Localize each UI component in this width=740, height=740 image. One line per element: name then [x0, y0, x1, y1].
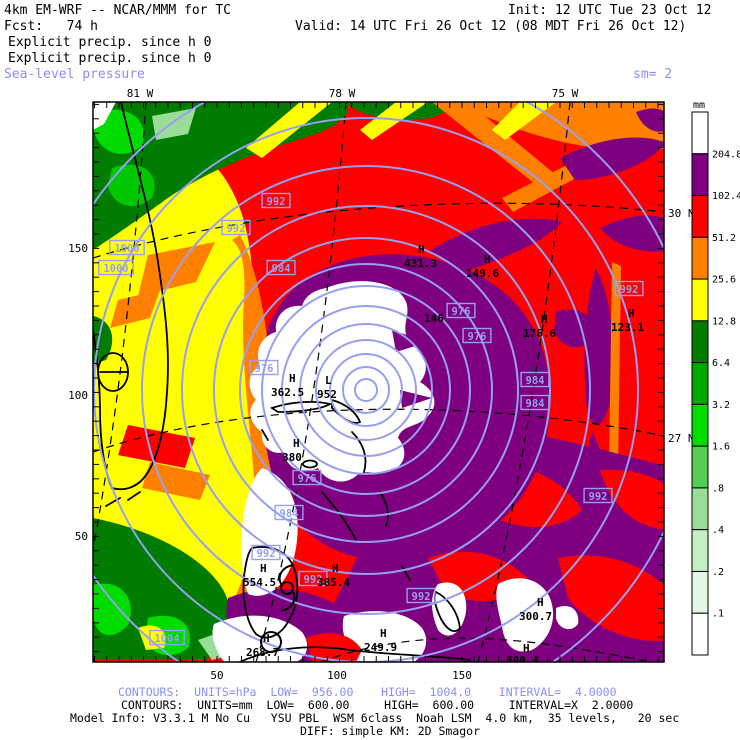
pressure-label-value: 992 — [412, 591, 431, 603]
extreme-value: 380 — [282, 451, 302, 464]
pressure-label-value: 992 — [227, 223, 246, 235]
contour-info-hpa: CONTOURS: UNITS=hPa LOW= 956.00 HIGH= 10… — [118, 685, 617, 699]
high-symbol: H — [418, 243, 425, 256]
colorbar-segment — [692, 488, 708, 530]
init-time: Init: 12 UTC Tue 23 Oct 12 — [508, 3, 712, 18]
colorbar-boundary-label: .1 — [712, 609, 724, 620]
model-info: Model Info: V3.3.1 M No Cu YSU PBL WSM 6… — [70, 711, 679, 725]
slp-label: Sea-level pressure — [4, 67, 145, 82]
grid-label-left: 150 — [68, 242, 88, 255]
colorbar-boundary-label: 25.6 — [712, 275, 736, 286]
colorbar-segment — [692, 196, 708, 238]
forecast-hour: Fcst: 74 h — [4, 19, 98, 34]
colorbar-segment — [692, 404, 708, 446]
high-symbol: H — [263, 632, 270, 645]
extreme-value: 385.4 — [317, 576, 350, 589]
pressure-label-value: 992 — [257, 548, 276, 560]
high-symbol: H — [541, 313, 548, 326]
grid-label-bottom: 100 — [327, 669, 347, 682]
pressure-label-value: 984 — [280, 508, 299, 520]
pressure-label-value: 992 — [589, 491, 608, 503]
colorbar-segment — [692, 112, 708, 154]
wrf-forecast-plot: 4km EM-WRF -- NCAR/MMM for TC Init: 12 U… — [0, 0, 740, 740]
high-symbol: H — [628, 307, 635, 320]
pressure-label-value: 976 — [255, 363, 274, 375]
colorbar-segment — [692, 237, 708, 279]
colorbar-boundary-label: .8 — [712, 483, 724, 494]
pressure-label-value: 984 — [526, 375, 545, 387]
precip-field — [93, 102, 672, 662]
pressure-label-value: 976 — [452, 306, 471, 318]
grid-label-left: 50 — [75, 530, 88, 543]
low-center-value: 952 — [317, 388, 337, 401]
colorbar-boundary-label: 204.8 — [712, 149, 740, 160]
extreme-value: 300.7 — [519, 610, 552, 623]
colorbar-segment — [692, 571, 708, 613]
extreme-value: 149.6 — [466, 267, 499, 280]
high-symbol: H — [289, 372, 296, 385]
high-symbol: H — [260, 562, 267, 575]
colorbar-segment — [692, 321, 708, 363]
colorbar-segment — [692, 154, 708, 196]
high-symbol: H — [293, 437, 300, 450]
extreme-value: 123.1 — [611, 321, 644, 334]
pressure-label-value: 1004 — [154, 633, 179, 645]
smoothing-label: sm= 2 — [633, 67, 672, 82]
pressure-label-value: 984 — [526, 398, 545, 410]
high-symbol: H — [537, 596, 544, 609]
extreme-value: 249.9 — [364, 641, 397, 654]
extreme-value: 554.5 — [243, 576, 276, 589]
colorbar-boundary-label: 12.8 — [712, 316, 736, 327]
colorbar-segment — [692, 530, 708, 572]
field2-label: Explicit precip. since h 0 — [8, 51, 212, 66]
lon-label-top: 81 W — [127, 87, 154, 100]
high-symbol: H — [332, 562, 339, 575]
lat-label-right: 30 N — [668, 207, 695, 220]
lon-label-top: 78 W — [329, 87, 356, 100]
lat-label-right: 27 N — [668, 432, 695, 445]
colorbar-boundary-label: 51.2 — [712, 233, 736, 244]
colorbar-boundary-label: 102.4 — [712, 191, 740, 202]
extreme-value: 268.7 — [246, 646, 279, 659]
extreme-value: 362.5 — [271, 386, 304, 399]
pressure-label-value: 1000 — [103, 263, 128, 275]
colorbar-unit-label: mm — [693, 100, 705, 111]
colorbar-segment — [692, 446, 708, 488]
header-block: 4km EM-WRF -- NCAR/MMM for TC Init: 12 U… — [4, 3, 712, 82]
pressure-label-value: 976 — [468, 331, 487, 343]
colorbar-segment — [692, 279, 708, 321]
pressure-label-value: 992 — [267, 196, 286, 208]
footer-block: CONTOURS: UNITS=hPa LOW= 956.00 HIGH= 10… — [70, 685, 679, 738]
colorbar-boundary-label: .4 — [712, 525, 724, 536]
diffusion-info: DIFF: simple KM: 2D Smagor — [300, 724, 480, 738]
pressure-label-value: 976 — [298, 473, 317, 485]
contour-info-mm: CONTOURS: UNITS=mm LOW= 600.00 HIGH= 600… — [121, 698, 633, 712]
low-center-symbol: L — [325, 374, 332, 387]
precip-colorbar: 204.8 102.4 51.2 25.6 12.8 6.4 3.2 1.6 .8 .4 .2 .1 — [692, 112, 740, 655]
pressure-label-value: 984 — [272, 263, 291, 275]
valid-time: Valid: 14 UTC Fri 26 Oct 12 (08 MDT Fri … — [295, 19, 686, 34]
lon-label-top: 75 W — [552, 87, 579, 100]
colorbar-boundary-label: .2 — [712, 567, 724, 578]
grid-label-bottom: 50 — [210, 669, 223, 682]
colorbar-segment — [692, 613, 708, 655]
grid-label-bottom: 150 — [452, 669, 472, 682]
high-symbol: H — [484, 253, 491, 266]
extreme-value: 431.3 — [404, 257, 437, 270]
field1-label: Explicit precip. since h 0 — [8, 35, 212, 50]
pressure-label-value: 1000 — [114, 243, 139, 255]
grid-label-left: 100 — [68, 389, 88, 402]
model-title: 4km EM-WRF -- NCAR/MMM for TC — [4, 3, 231, 18]
high-symbol: H — [380, 627, 387, 640]
colorbar-boundary-label: 1.6 — [712, 442, 730, 453]
pressure-label-value: 992 — [620, 284, 639, 296]
colorbar-boundary-label: 3.2 — [712, 400, 730, 411]
extreme-value: 146 — [424, 312, 444, 325]
colorbar-boundary-label: 6.4 — [712, 358, 730, 369]
colorbar-segment — [692, 363, 708, 405]
extreme-value: 176.6 — [523, 327, 556, 340]
